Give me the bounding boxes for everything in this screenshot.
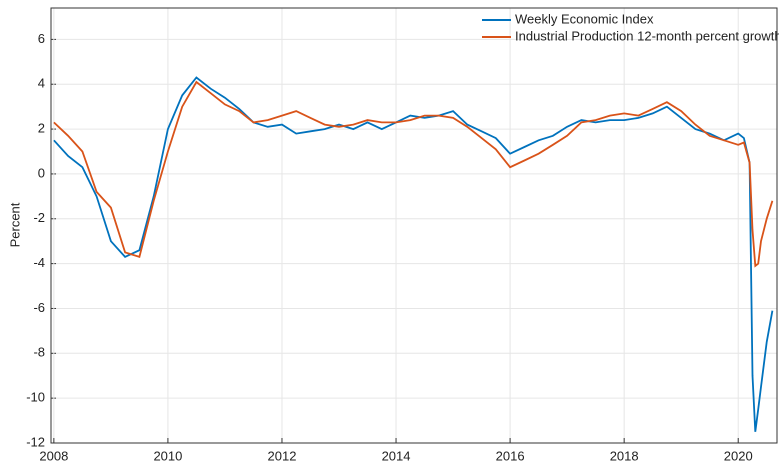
x-tick-label: 2016 xyxy=(496,448,525,463)
x-tick-label: 2018 xyxy=(610,448,639,463)
legend-label: Industrial Production 12-month percent g… xyxy=(515,28,779,43)
plot-frame xyxy=(50,7,778,444)
x-tick-label: 2020 xyxy=(724,448,753,463)
line-series xyxy=(53,76,774,432)
x-tick-label: 2010 xyxy=(153,448,182,463)
y-tick-label: -2 xyxy=(33,210,45,225)
x-tick-label: 2014 xyxy=(382,448,411,463)
y-axis-label: Percent xyxy=(7,202,22,247)
y-tick-label: -6 xyxy=(33,300,45,315)
x-tick-label: 2012 xyxy=(268,448,297,463)
y-tick-label: 2 xyxy=(38,121,45,136)
y-tick-label: -8 xyxy=(33,345,45,360)
y-tick-label: 0 xyxy=(38,165,45,180)
x-tick-label: 2008 xyxy=(39,448,68,463)
legend-label: Weekly Economic Index xyxy=(515,11,654,26)
y-tick-label: 6 xyxy=(38,31,45,46)
y-tick-label: -4 xyxy=(33,255,45,270)
line-series xyxy=(53,80,774,268)
y-tick-label: -10 xyxy=(26,390,45,405)
y-tick-label: -12 xyxy=(26,434,45,449)
y-tick-label: 4 xyxy=(38,76,45,91)
